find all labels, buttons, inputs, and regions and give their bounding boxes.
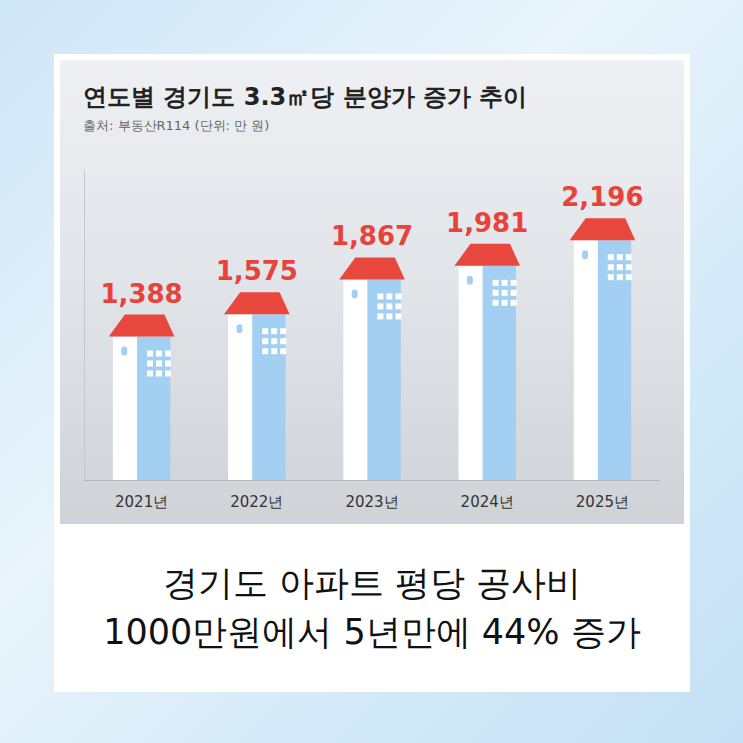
html-text:1000만원에서 5년만에 44% 증가: 1000만원에서 5년만에 44% 증가 (103, 612, 641, 652)
svg-text:2,196: 2,196 (561, 182, 643, 212)
svg-text:2023년: 2023년 (345, 493, 398, 511)
svg-text:2021년: 2021년 (115, 493, 168, 511)
svg-text:1,388: 1,388 (100, 279, 182, 309)
html-text:경기도 아파트 평당 공사비: 경기도 아파트 평당 공사비 (162, 563, 582, 603)
svg-text:1,575: 1,575 (216, 256, 298, 286)
svg-text:1,981: 1,981 (446, 208, 528, 238)
svg-text:1,867: 1,867 (331, 221, 413, 251)
svg-text:출처: 부동산R114 (단위: 만 원): 출처: 부동산R114 (단위: 만 원) (83, 118, 269, 133)
svg-text:2025년: 2025년 (576, 493, 629, 511)
svg-text:연도별 경기도 3.3㎡당 분양가 증가 추이: 연도별 경기도 3.3㎡당 분양가 증가 추이 (83, 83, 527, 111)
svg-text:2024년: 2024년 (461, 493, 514, 511)
svg-text:2022년: 2022년 (230, 493, 283, 511)
